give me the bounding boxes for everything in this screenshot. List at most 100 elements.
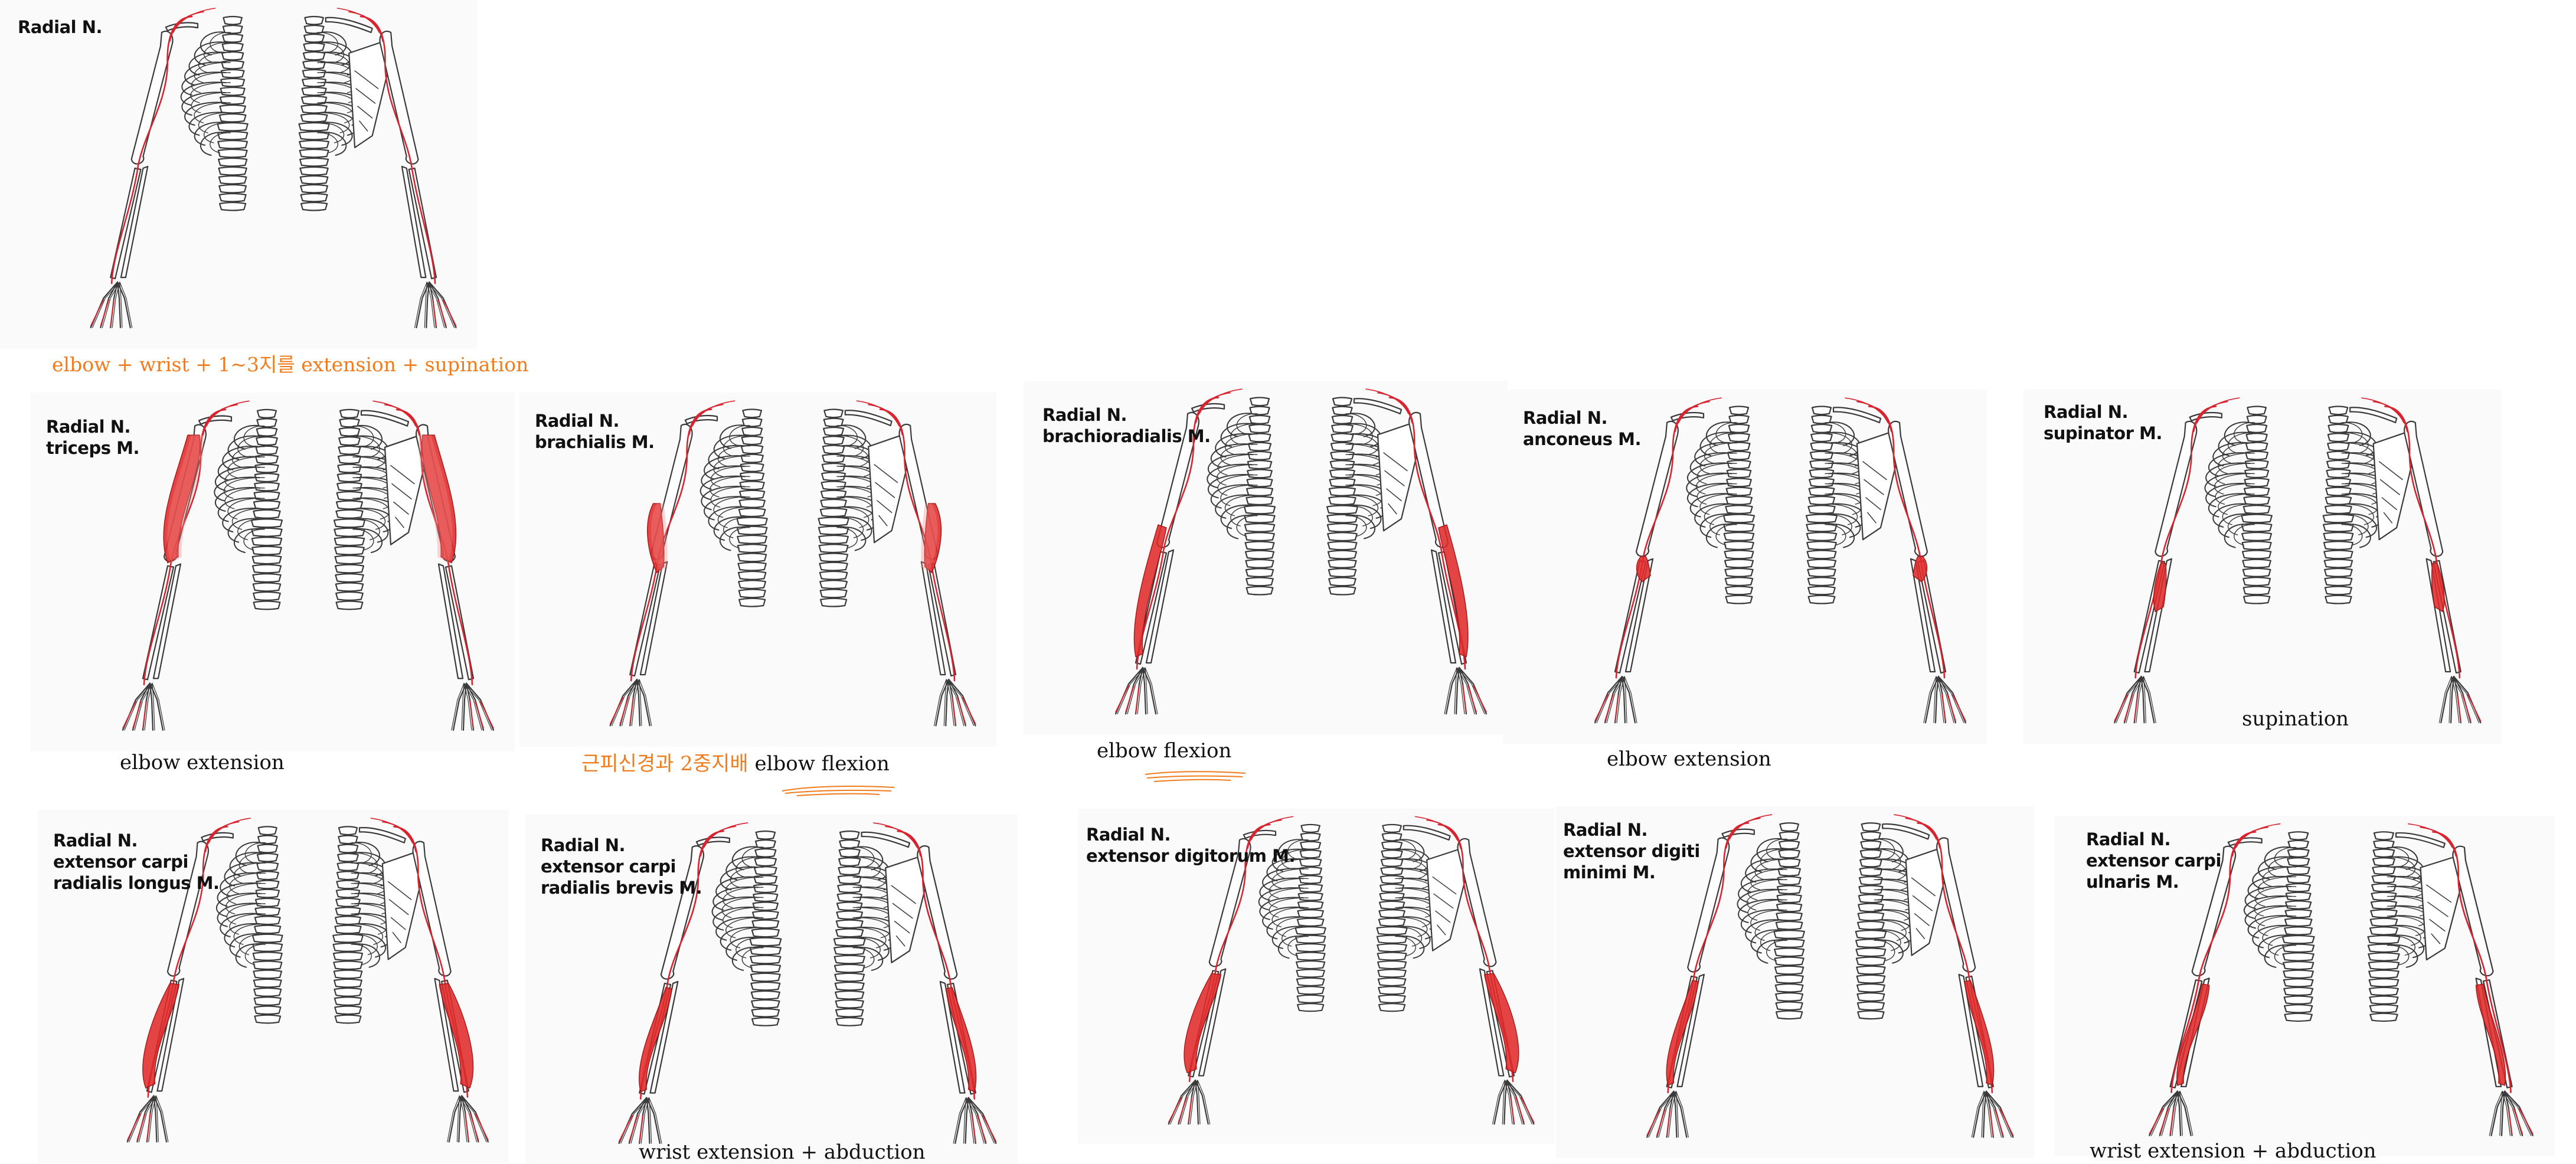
vertebra [819, 588, 848, 599]
finger [2438, 676, 2452, 724]
rib [191, 92, 231, 113]
rib [1737, 888, 1783, 913]
digit-branch [957, 697, 966, 725]
finger [149, 682, 154, 731]
rib [1345, 485, 1383, 506]
vertebra [2284, 1012, 2313, 1022]
vertebra [1382, 823, 1402, 833]
vertebra [2283, 995, 2313, 1005]
rib [1689, 493, 1732, 518]
rib [198, 52, 231, 73]
finger [2440, 675, 2455, 724]
vertebra [339, 408, 360, 418]
vertebra [1728, 423, 1750, 433]
figure-group [1594, 397, 1967, 724]
vertebra [2284, 909, 2312, 918]
vertebra [741, 426, 763, 436]
vertebra [2323, 558, 2353, 568]
radial-nerve-right [1856, 401, 1892, 433]
rib [356, 435, 389, 460]
vertebra [2242, 558, 2271, 568]
rib [1696, 463, 1737, 485]
vertebra [2283, 1004, 2313, 1013]
vertebra [839, 830, 860, 840]
vertebra [253, 500, 281, 510]
rib [181, 71, 227, 96]
clavicle [325, 17, 373, 34]
finger [1675, 1091, 1689, 1138]
vertebra [737, 570, 767, 580]
scapula-hatching [1862, 461, 1887, 524]
vertebra [2242, 567, 2271, 577]
rib [710, 466, 750, 488]
vertebra [838, 866, 862, 875]
vertebra [2369, 995, 2399, 1005]
vertebra [251, 527, 283, 537]
vertebra [1294, 926, 1326, 936]
skeleton-figure [126, 818, 489, 1143]
vertebra [1296, 969, 1325, 978]
vertebra [1248, 424, 1271, 434]
finger [1492, 1080, 1505, 1124]
vertebra [1328, 558, 1357, 568]
rib [2247, 875, 2292, 900]
vertebra [254, 472, 280, 483]
radial-nerve-left [1678, 397, 1722, 423]
digit-branch [962, 697, 976, 725]
vertebra [1725, 486, 1753, 496]
vertebra [1248, 433, 1271, 443]
finger [1673, 1090, 1678, 1138]
vertebra [1807, 505, 1836, 515]
rib [1694, 442, 1732, 467]
rib [2274, 847, 2297, 868]
radial-nerve-right [1365, 388, 1409, 414]
scapula-hatching [2426, 884, 2451, 944]
panel-ecrb: Radial N. extensor carpi radialis brevis… [525, 815, 1018, 1164]
vertebra [333, 518, 366, 528]
vertebra [2282, 960, 2315, 970]
vertebra [336, 472, 362, 483]
vertebra [334, 545, 365, 555]
label-line: Radial N. [53, 831, 138, 851]
caption-supinator: supination [2242, 707, 2349, 731]
digit-branch [1999, 1109, 2014, 1136]
rib [731, 846, 759, 871]
label-line: extensor digitorum M. [1086, 846, 1295, 866]
rib [204, 122, 231, 143]
digit-branch [2149, 1108, 2164, 1134]
finger [935, 678, 950, 727]
vertebra [1327, 550, 1358, 560]
digit-branch [2513, 1108, 2523, 1134]
rib [1745, 858, 1783, 883]
rib [2387, 944, 2410, 966]
vertebra [2323, 541, 2353, 551]
vertebra [1856, 1001, 1885, 1011]
radial-nerve-left [2196, 397, 2240, 423]
rib [180, 81, 227, 106]
vertebra [2369, 926, 2398, 936]
vertebra [1776, 911, 1803, 921]
rib [2341, 493, 2379, 515]
rib [2262, 867, 2297, 887]
orange-underline-scribble [782, 786, 895, 796]
vertebra [253, 509, 281, 519]
vertebra [820, 489, 847, 499]
vertebra [1857, 920, 1885, 930]
vertebra [1245, 568, 1274, 578]
rib [717, 506, 750, 528]
rib [1259, 877, 1305, 901]
rib [836, 527, 858, 549]
radius [110, 167, 142, 280]
vertebra [219, 95, 246, 105]
radial-nerve-left [1247, 819, 1282, 849]
finger [646, 1097, 661, 1144]
vertebra [218, 184, 247, 194]
digit-branch [1515, 1097, 1525, 1123]
radial-nerve-right [372, 400, 416, 427]
vertebra [2367, 934, 2401, 944]
vertebra [334, 564, 365, 574]
rib [717, 445, 750, 467]
rib [1215, 433, 1253, 458]
radius [444, 565, 475, 681]
clavicle [1721, 828, 1755, 838]
